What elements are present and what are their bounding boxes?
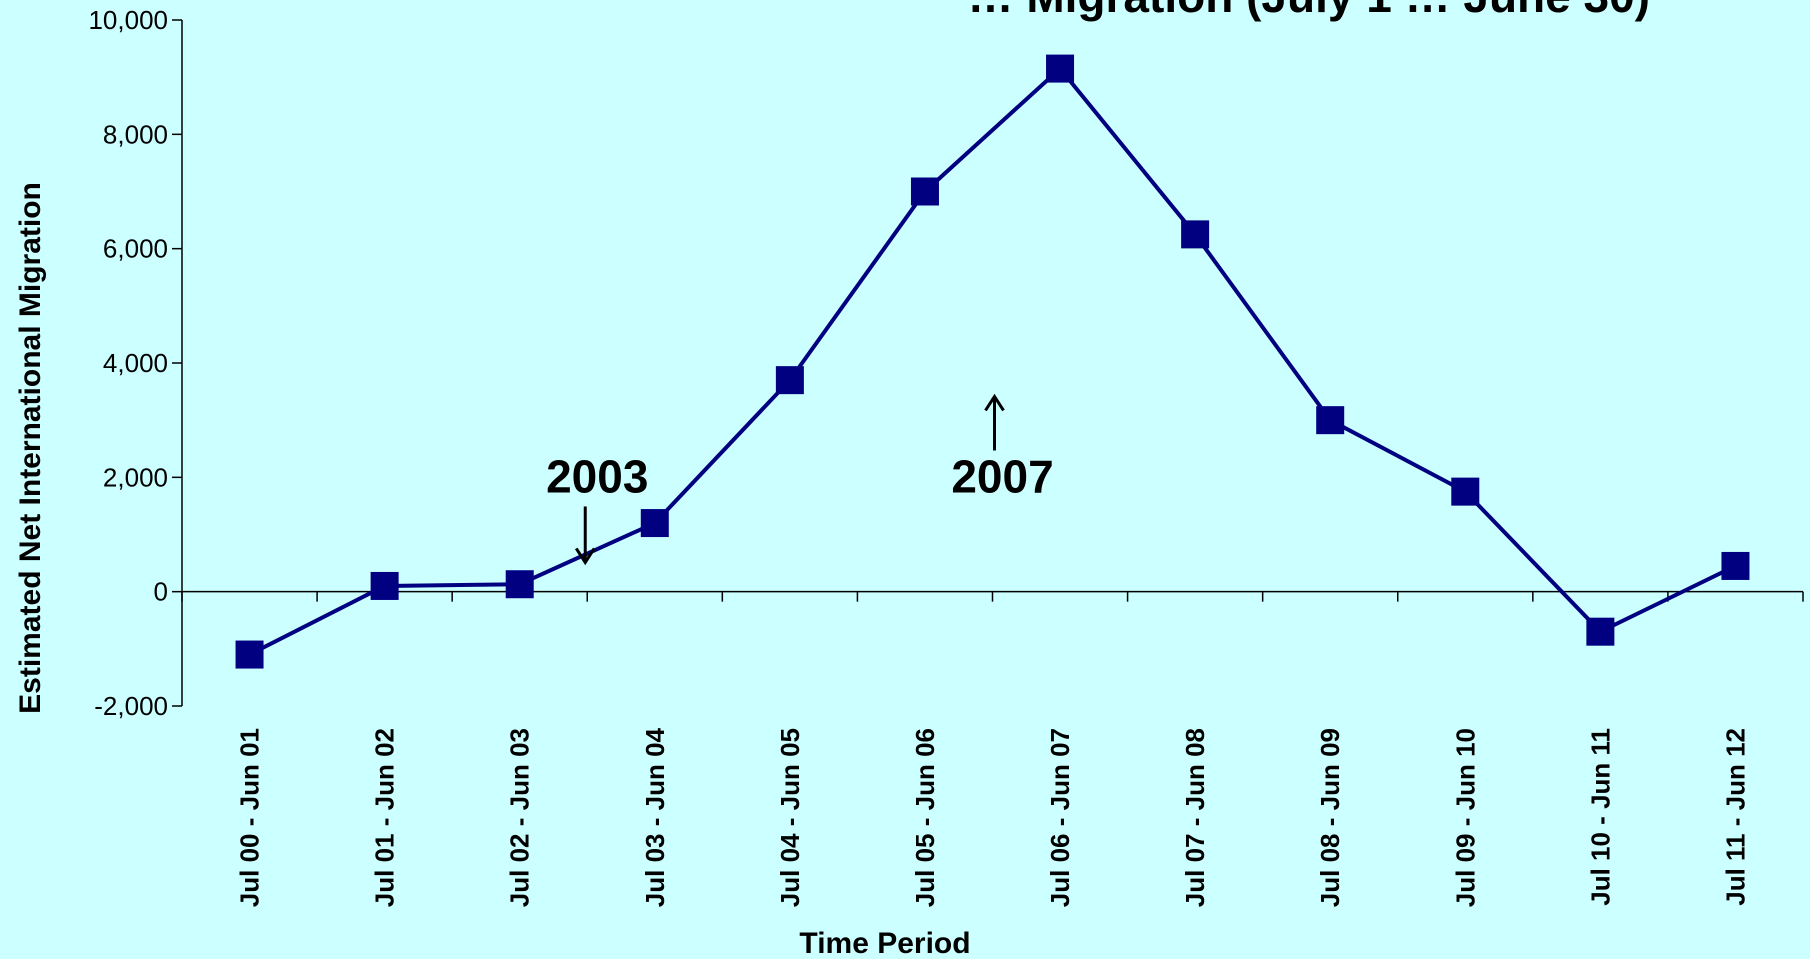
series-layer <box>235 54 1750 669</box>
x-tick-label: Jul 09 - Jun 10 <box>1450 728 1480 907</box>
data-point-marker <box>1046 54 1075 83</box>
data-point-marker <box>775 366 804 395</box>
data-point-marker <box>1451 477 1480 506</box>
x-axis-title: Time Period <box>799 927 970 959</box>
y-tick-label: 2,000 <box>103 462 168 492</box>
y-tick-label: 4,000 <box>103 348 168 378</box>
y-tick-label: 0 <box>154 577 168 607</box>
data-point-marker <box>505 570 534 599</box>
y-axis: -2,000 0 2,000 4,000 6,000 8,000 10,000 <box>88 5 183 721</box>
x-tick-label: Jul 02 - Jun 03 <box>505 728 535 907</box>
x-tick-label: Jul 08 - Jun 09 <box>1315 728 1345 907</box>
x-tick-label: Jul 11 - Jun 12 <box>1720 728 1750 906</box>
x-tick-label: Jul 05 - Jun 06 <box>910 728 940 907</box>
annotation-layer: 2003 2007 <box>546 393 1054 566</box>
data-point-marker <box>640 509 669 538</box>
data-point-marker <box>1721 551 1750 580</box>
y-tick-label: 10,000 <box>88 5 168 35</box>
data-point-marker <box>235 640 264 669</box>
y-axis-title: Estimated Net International Migration <box>14 182 47 714</box>
x-tick-label: Jul 10 - Jun 11 <box>1585 728 1615 906</box>
annotation-label: 2007 <box>951 450 1053 502</box>
x-tick-label: Jul 00 - Jun 01 <box>235 728 265 907</box>
data-point-marker <box>1181 220 1210 249</box>
data-point-marker <box>910 177 939 206</box>
y-tick-label: 6,000 <box>103 234 168 264</box>
x-axis: Jul 00 - Jun 01 Jul 01 - Jun 02 Jul 02 - J… <box>181 590 1804 907</box>
x-tick-label: Jul 03 - Jun 04 <box>640 727 670 907</box>
annotation-arrowhead <box>574 547 596 566</box>
y-tick-label: -2,000 <box>94 691 168 721</box>
y-tick-label: 8,000 <box>103 119 168 149</box>
x-tick-label: Jul 06 - Jun 07 <box>1045 728 1075 907</box>
x-tick-label: Jul 01 - Jun 02 <box>370 728 400 907</box>
data-point-marker <box>1316 406 1345 435</box>
data-point-marker <box>1586 617 1615 646</box>
annotation-label: 2003 <box>546 450 648 502</box>
data-point-marker <box>370 571 399 600</box>
series-line <box>248 65 1737 657</box>
x-tick-label: Jul 07 - Jun 08 <box>1180 728 1210 907</box>
x-tick-label: Jul 04 - Jun 05 <box>775 728 805 907</box>
annotation-arrowhead <box>984 393 1005 412</box>
chart-title: … Migration (July 1 … June 30) <box>968 0 1650 22</box>
